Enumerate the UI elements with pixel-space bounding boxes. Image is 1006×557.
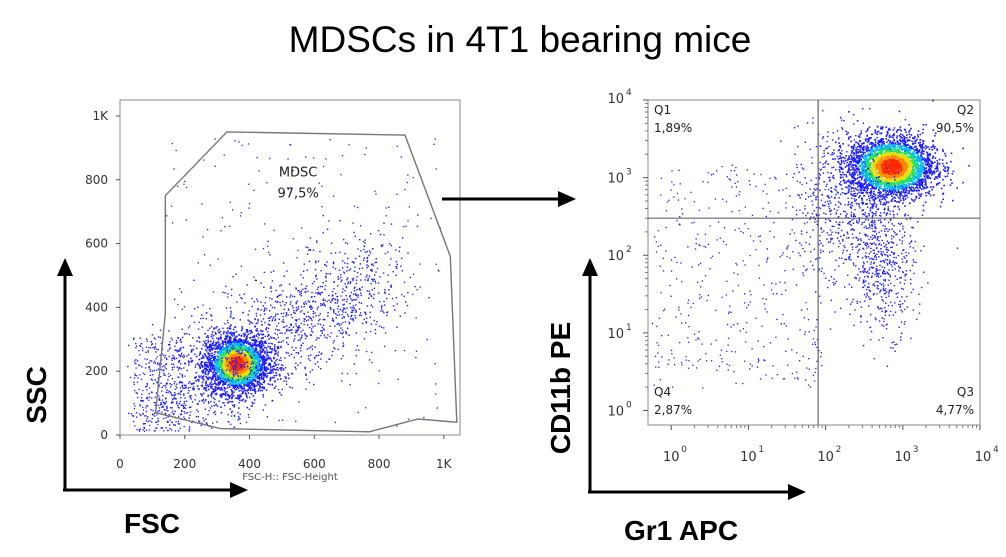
left-y-tick-label: 200: [85, 364, 108, 378]
right-y-tick-exponent: 3: [626, 168, 632, 178]
left-x-parameter-label: FSC-H:: FSC-Height: [242, 472, 338, 483]
right-y-tick-exponent: 2: [626, 245, 632, 255]
right-y-tick-exponent: 4: [626, 88, 632, 98]
right-x-tick-base: 10: [740, 450, 757, 465]
right-y-tick-exponent: 0: [626, 400, 632, 410]
right-plot-frame: [647, 99, 981, 426]
quadrant-percent: 4,77%: [936, 403, 974, 417]
right-x-tick-exponent: 0: [681, 445, 687, 455]
left-x-ticks: 0 200 400 600 800 1K: [116, 435, 453, 471]
right-y-tick-base: 10: [607, 92, 624, 107]
right-y-tick-base: 10: [607, 327, 624, 342]
left-y-tick-label: 0: [100, 428, 108, 442]
gate-percent: 97,5%: [277, 186, 318, 201]
ssc-arrow-head: [57, 258, 73, 276]
left-x-tick-label: 0: [116, 457, 124, 471]
right-axis-arrows: [582, 258, 806, 500]
right-x-tick-exponent: 4: [993, 445, 999, 455]
left-y-tick-label: 400: [85, 300, 108, 314]
left-y-axis-label: SSC: [21, 366, 52, 424]
right-y-tick-base: 10: [607, 172, 624, 187]
quadrant-percent: 1,89%: [654, 121, 692, 135]
left-plot-frame: [119, 99, 461, 436]
right-x-tick-base: 10: [975, 450, 992, 465]
quadrant-name: Q2: [957, 103, 974, 117]
quadrant-name: Q3: [957, 385, 974, 399]
gr1-arrow-head: [788, 484, 806, 500]
right-x-axis-label: Gr1 APC: [624, 515, 738, 546]
right-y-tick-exponent: 1: [626, 323, 632, 333]
mdsc-gate-polygon: [154, 131, 458, 433]
left-y-tick-label: 600: [85, 237, 108, 251]
fsc-ssc-plot: MDSC 97,5% 0 200 400 600 800 1K 0 200 400 600 800…: [85, 99, 461, 483]
gate-to-quadrant-arrow: [442, 191, 576, 207]
quadrant-name: Q4: [654, 385, 671, 399]
left-x-tick-label: 600: [303, 457, 326, 471]
quadrant-name: Q1: [654, 103, 671, 117]
right-x-tick-exponent: 2: [836, 445, 842, 455]
left-x-tick-label: 1K: [436, 457, 453, 471]
left-y-ticks: 0 200 400 600 800 1K: [85, 109, 120, 442]
right-x-ticks: 10 0 10 1 10 2 10 3 10 4: [663, 425, 999, 465]
figure-title: MDSCs in 4T1 bearing mice: [289, 19, 752, 60]
right-event-dots: [652, 99, 970, 389]
left-x-axis-label: FSC: [124, 508, 180, 539]
connector-arrow-head: [558, 191, 576, 207]
cd11b-arrow-head: [582, 258, 598, 276]
quadrant-labels: Q1 1,89% Q2 90,5% Q3 4,77% Q4 2,87%: [654, 103, 974, 417]
right-x-tick-base: 10: [895, 450, 912, 465]
right-y-tick-base: 10: [607, 249, 624, 264]
left-axis-arrows: [57, 258, 248, 498]
right-x-tick-exponent: 1: [758, 445, 764, 455]
left-x-tick-label: 400: [238, 457, 261, 471]
fsc-arrow-head: [230, 482, 248, 498]
quadrant-percent: 90,5%: [936, 121, 974, 135]
right-x-tick-base: 10: [663, 450, 680, 465]
right-x-tick-base: 10: [817, 450, 834, 465]
left-y-tick-label: 800: [85, 173, 108, 187]
gate-label: MDSC: [279, 166, 318, 181]
left-event-dots: [127, 138, 441, 432]
left-x-tick-label: 200: [173, 457, 196, 471]
right-x-tick-exponent: 3: [913, 445, 919, 455]
right-y-tick-base: 10: [607, 404, 624, 419]
right-y-axis-label: CD11b PE: [545, 322, 576, 454]
left-y-tick-label: 1K: [92, 109, 109, 123]
left-x-tick-label: 800: [368, 457, 391, 471]
quadrant-percent: 2,87%: [654, 403, 692, 417]
